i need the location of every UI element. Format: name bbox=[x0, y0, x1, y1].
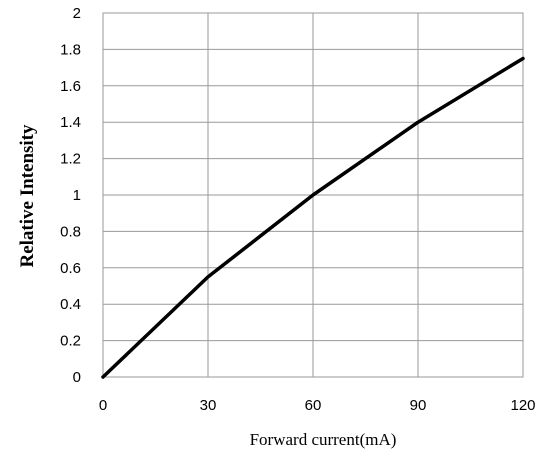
y-tick-label: 1.2 bbox=[60, 151, 81, 168]
x-axis-title: Forward current(mA) bbox=[250, 430, 397, 449]
y-axis-tick-labels: 0 0.2 0.4 0.6 0.8 1 1.2 1.4 1.6 1.8 2 bbox=[60, 5, 81, 386]
y-tick-label: 0 bbox=[73, 369, 81, 386]
x-axis-tick-labels: 0 30 60 90 120 bbox=[99, 397, 536, 414]
y-axis-title: Relative Intensity bbox=[17, 124, 38, 268]
x-tick-label: 120 bbox=[510, 397, 535, 414]
plot-area-frame bbox=[102, 12, 524, 378]
x-tick-label: 0 bbox=[99, 397, 107, 414]
y-tick-label: 1.8 bbox=[60, 41, 81, 58]
series-layer bbox=[101, 56, 525, 379]
y-tick-label: 2 bbox=[73, 5, 81, 22]
y-tick-label: 0.2 bbox=[60, 333, 81, 350]
x-tick-label: 60 bbox=[305, 397, 322, 414]
series-line bbox=[101, 56, 525, 379]
y-tick-label: 1.4 bbox=[60, 114, 81, 131]
y-tick-label: 0.8 bbox=[60, 223, 81, 240]
y-tick-label: 1 bbox=[73, 187, 81, 204]
y-tick-label: 1.6 bbox=[60, 78, 81, 95]
x-tick-label: 30 bbox=[200, 397, 217, 414]
y-tick-label: 0.6 bbox=[60, 260, 81, 277]
x-tick-label: 90 bbox=[410, 397, 427, 414]
y-tick-label: 0.4 bbox=[60, 296, 81, 313]
